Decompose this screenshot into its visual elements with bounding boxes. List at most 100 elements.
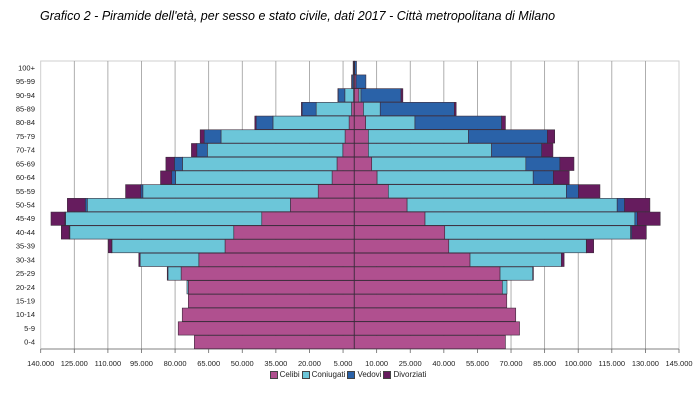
- x-tick-label: 110.000: [95, 359, 122, 368]
- bar-left-vedovi: [140, 184, 144, 199]
- x-tick-label: 130.000: [632, 359, 659, 368]
- y-tick-label: 25-29: [16, 269, 35, 278]
- bar-right-divorziati: [561, 252, 565, 267]
- y-tick-label: 20-24: [16, 283, 35, 292]
- bar-right-divorziati: [586, 239, 594, 254]
- bar-right-coniugati: [365, 115, 416, 130]
- bar-left-divorziati: [61, 225, 70, 240]
- y-tick-label: 35-39: [16, 242, 35, 251]
- bar-left-coniugati: [182, 156, 338, 171]
- bar-right-celibi: [353, 143, 369, 158]
- y-tick-label: 45-49: [16, 214, 35, 223]
- bar-left-coniugati: [272, 115, 350, 130]
- y-tick-label: 90-94: [16, 91, 35, 100]
- bar-right-vedovi: [379, 102, 455, 116]
- bar-left-celibi: [187, 280, 355, 295]
- bar-left-celibi: [180, 266, 355, 281]
- legend-swatch: [269, 370, 278, 379]
- bar-right-celibi: [353, 129, 369, 144]
- bar-left-vedovi: [337, 88, 346, 103]
- y-tick-label: 95-99: [16, 77, 35, 86]
- bar-left-vedovi: [196, 143, 208, 158]
- bar-right-coniugati: [424, 211, 636, 226]
- y-tick-label: 80-84: [16, 118, 35, 127]
- bar-left-celibi: [177, 321, 355, 336]
- x-tick-label: 10.000: [365, 359, 388, 368]
- bar-right-celibi: [353, 156, 373, 171]
- bar-left-coniugati: [207, 143, 344, 158]
- y-tick-label: 100+: [18, 63, 36, 72]
- bar-right-vedovi: [360, 88, 402, 103]
- bar-right-coniugati: [368, 143, 492, 158]
- bar-left-coniugati: [186, 280, 189, 295]
- legend-label: Celibi: [279, 370, 300, 379]
- bar-left-vedovi: [84, 198, 88, 212]
- bar-left-divorziati: [199, 129, 205, 144]
- bar-right-divorziati: [559, 156, 575, 171]
- bar-left-divorziati: [138, 252, 141, 267]
- bar-left-celibi: [317, 184, 355, 199]
- x-tick-label: 55.000: [466, 359, 489, 368]
- x-tick-label: 40.000: [432, 359, 455, 368]
- x-tick-label: 50.000: [231, 359, 254, 368]
- bar-right-coniugati: [387, 184, 567, 199]
- bar-left-divorziati: [50, 211, 66, 226]
- x-tick-label: 65.000: [197, 359, 220, 368]
- y-tick-label: 85-89: [16, 105, 35, 114]
- bar-right-coniugati: [406, 198, 618, 212]
- x-tick-label: 25.000: [399, 359, 422, 368]
- bar-right-coniugati: [448, 239, 587, 254]
- bar-left-celibi: [198, 252, 355, 267]
- bar-right-divorziati: [532, 266, 534, 281]
- bar-right-celibi: [353, 198, 408, 212]
- bar-left-celibi: [351, 102, 355, 116]
- bar-right-divorziati: [624, 198, 651, 212]
- bar-left-vedovi: [203, 129, 222, 144]
- bar-left-divorziati: [108, 239, 112, 254]
- bar-left-celibi: [261, 211, 355, 226]
- legend-item-vedovi: Vedovi: [347, 370, 381, 379]
- bar-left-coniugati: [344, 88, 354, 103]
- y-tick-label: 5-9: [24, 324, 35, 333]
- bar-right-celibi: [353, 88, 360, 103]
- bar-right-divorziati: [541, 143, 554, 158]
- bar-left-vedovi: [171, 170, 176, 185]
- legend-label: Vedovi: [357, 370, 382, 379]
- x-tick-label: 85.000: [533, 359, 556, 368]
- legend-swatch: [347, 370, 356, 379]
- bar-right-celibi: [353, 239, 450, 254]
- legend-item-coniugati: Coniugati: [301, 370, 345, 379]
- bar-right-coniugati: [363, 102, 381, 116]
- bar-left-divorziati: [191, 143, 198, 158]
- y-tick-label: 65-69: [16, 159, 35, 168]
- bar-left-coniugati: [142, 184, 319, 199]
- x-tick-label: 20.000: [298, 359, 321, 368]
- bar-right-coniugati: [368, 129, 469, 144]
- bar-right-coniugati: [358, 88, 362, 103]
- bar-left-coniugati: [86, 198, 291, 212]
- bar-right-celibi: [353, 280, 503, 295]
- legend-item-divorziati: Divorziati: [383, 370, 426, 379]
- legend-label: Divorziati: [393, 370, 427, 379]
- bar-left-coniugati: [139, 252, 200, 267]
- bar-right-celibi: [353, 115, 366, 130]
- legend: Celibi Coniugati Vedovi Divorziati: [0, 370, 696, 381]
- bar-right-vedovi: [532, 170, 554, 185]
- bar-left-divorziati: [166, 266, 169, 281]
- bar-right-coniugati: [444, 225, 631, 240]
- bar-right-celibi: [353, 184, 389, 199]
- legend-swatch: [383, 370, 392, 379]
- x-tick-label: 140.000: [27, 359, 54, 368]
- x-tick-label: 80.000: [164, 359, 187, 368]
- bar-left-celibi: [187, 294, 355, 308]
- bar-left-vedovi: [255, 115, 274, 130]
- bar-left-coniugati: [65, 211, 263, 226]
- x-tick-label: 35.000: [264, 359, 287, 368]
- bar-left-coniugati: [175, 170, 333, 185]
- bar-left-divorziati: [165, 156, 175, 171]
- bar-right-celibi: [353, 170, 378, 185]
- bar-left-coniugati: [111, 239, 226, 254]
- y-tick-label: 40-44: [16, 228, 35, 237]
